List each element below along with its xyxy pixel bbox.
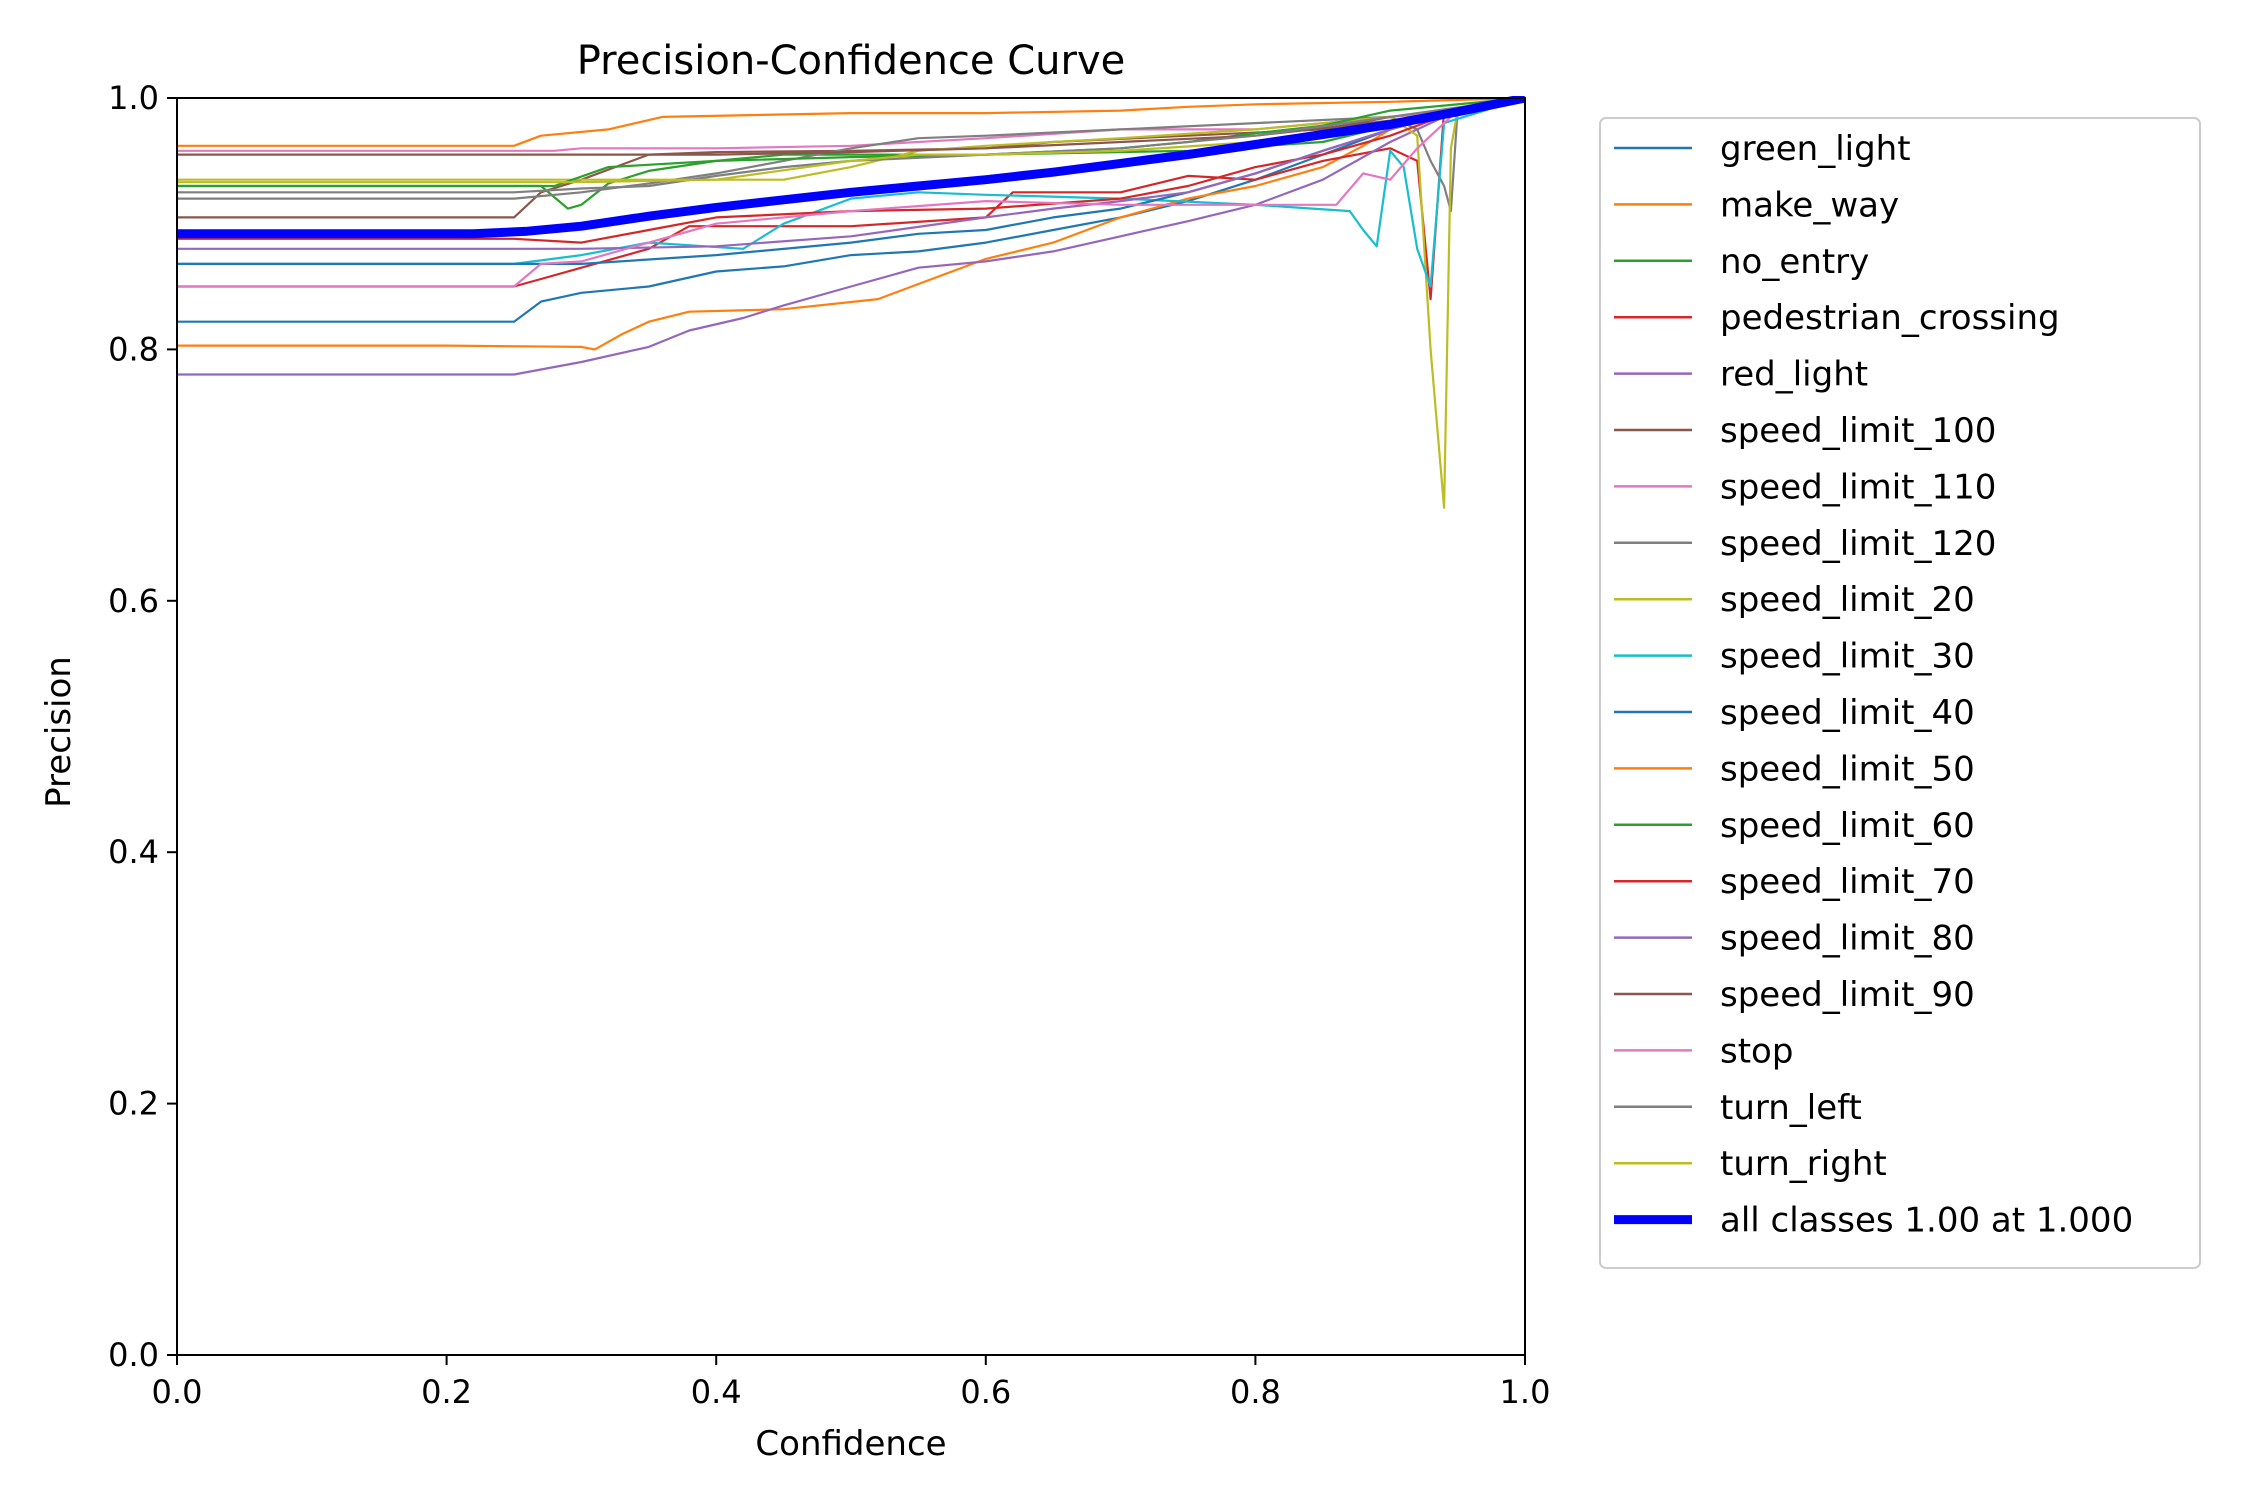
legend-label: green_light <box>1720 129 1911 169</box>
x-axis-ticks: 0.0 0.2 0.4 0.6 0.8 1.0 <box>152 1355 1551 1411</box>
legend-label: red_light <box>1720 355 1868 395</box>
y-axis-ticks: 0.0 0.2 0.4 0.6 0.8 1.0 <box>108 79 177 1374</box>
x-tick-label: 0.2 <box>421 1373 472 1411</box>
legend-label: speed_limit_120 <box>1720 524 1996 564</box>
y-tick-label: 0.0 <box>108 1336 159 1374</box>
legend-label: speed_limit_20 <box>1720 580 1975 620</box>
x-axis-label: Confidence <box>755 1424 946 1464</box>
legend-label: pedestrian_crossing <box>1720 298 2060 338</box>
plot-frame <box>176 97 1526 1356</box>
legend-label: speed_limit_100 <box>1720 411 1996 451</box>
x-tick-label: 0.8 <box>1230 1373 1281 1411</box>
y-tick-label: 0.2 <box>108 1085 159 1123</box>
legend-label: all classes 1.00 at 1.000 <box>1720 1201 2133 1241</box>
legend-label: speed_limit_60 <box>1720 806 1975 846</box>
legend-label: turn_left <box>1720 1088 1862 1128</box>
series-line-11 <box>177 96 1525 147</box>
y-tick-label: 0.4 <box>108 833 159 871</box>
legend-label: speed_limit_80 <box>1720 919 1975 959</box>
y-tick-label: 0.8 <box>108 330 159 368</box>
series-line-1 <box>177 96 1525 351</box>
legend-label: make_way <box>1720 185 1899 225</box>
x-tick-label: 1.0 <box>1500 1373 1551 1411</box>
legend-label: stop <box>1720 1031 1793 1071</box>
series-line-14 <box>177 96 1525 250</box>
legend-label: speed_limit_110 <box>1720 467 1996 507</box>
series-layer <box>177 96 1525 509</box>
x-tick-label: 0.0 <box>152 1373 203 1411</box>
legend-label: speed_limit_90 <box>1720 975 1975 1015</box>
series-line-4 <box>177 96 1525 376</box>
series-line-9 <box>177 96 1525 288</box>
legend-box <box>1599 117 2201 1269</box>
legend-label: speed_limit_70 <box>1720 862 1975 902</box>
series-line-19 <box>177 96 1525 239</box>
y-tick-label: 0.6 <box>108 582 159 620</box>
legend-label: speed_limit_30 <box>1720 637 1975 677</box>
series-line-7 <box>177 96 1525 213</box>
series-line-16 <box>177 96 1525 288</box>
y-axis-label: Precision <box>39 656 79 808</box>
legend-label: turn_right <box>1720 1144 1887 1184</box>
x-tick-label: 0.4 <box>691 1373 742 1411</box>
series-line-17 <box>177 96 1525 194</box>
legend-label: speed_limit_40 <box>1720 693 1975 733</box>
y-tick-label: 1.0 <box>108 79 159 117</box>
x-tick-label: 0.6 <box>960 1373 1011 1411</box>
legend: green_light make_way no_entry pedestrian_cr… <box>1599 117 2201 1269</box>
legend-label: speed_limit_50 <box>1720 749 1975 789</box>
legend-label: no_entry <box>1720 242 1869 282</box>
series-line-15 <box>177 96 1525 156</box>
chart-title: Precision-Confidence Curve <box>577 38 1126 84</box>
